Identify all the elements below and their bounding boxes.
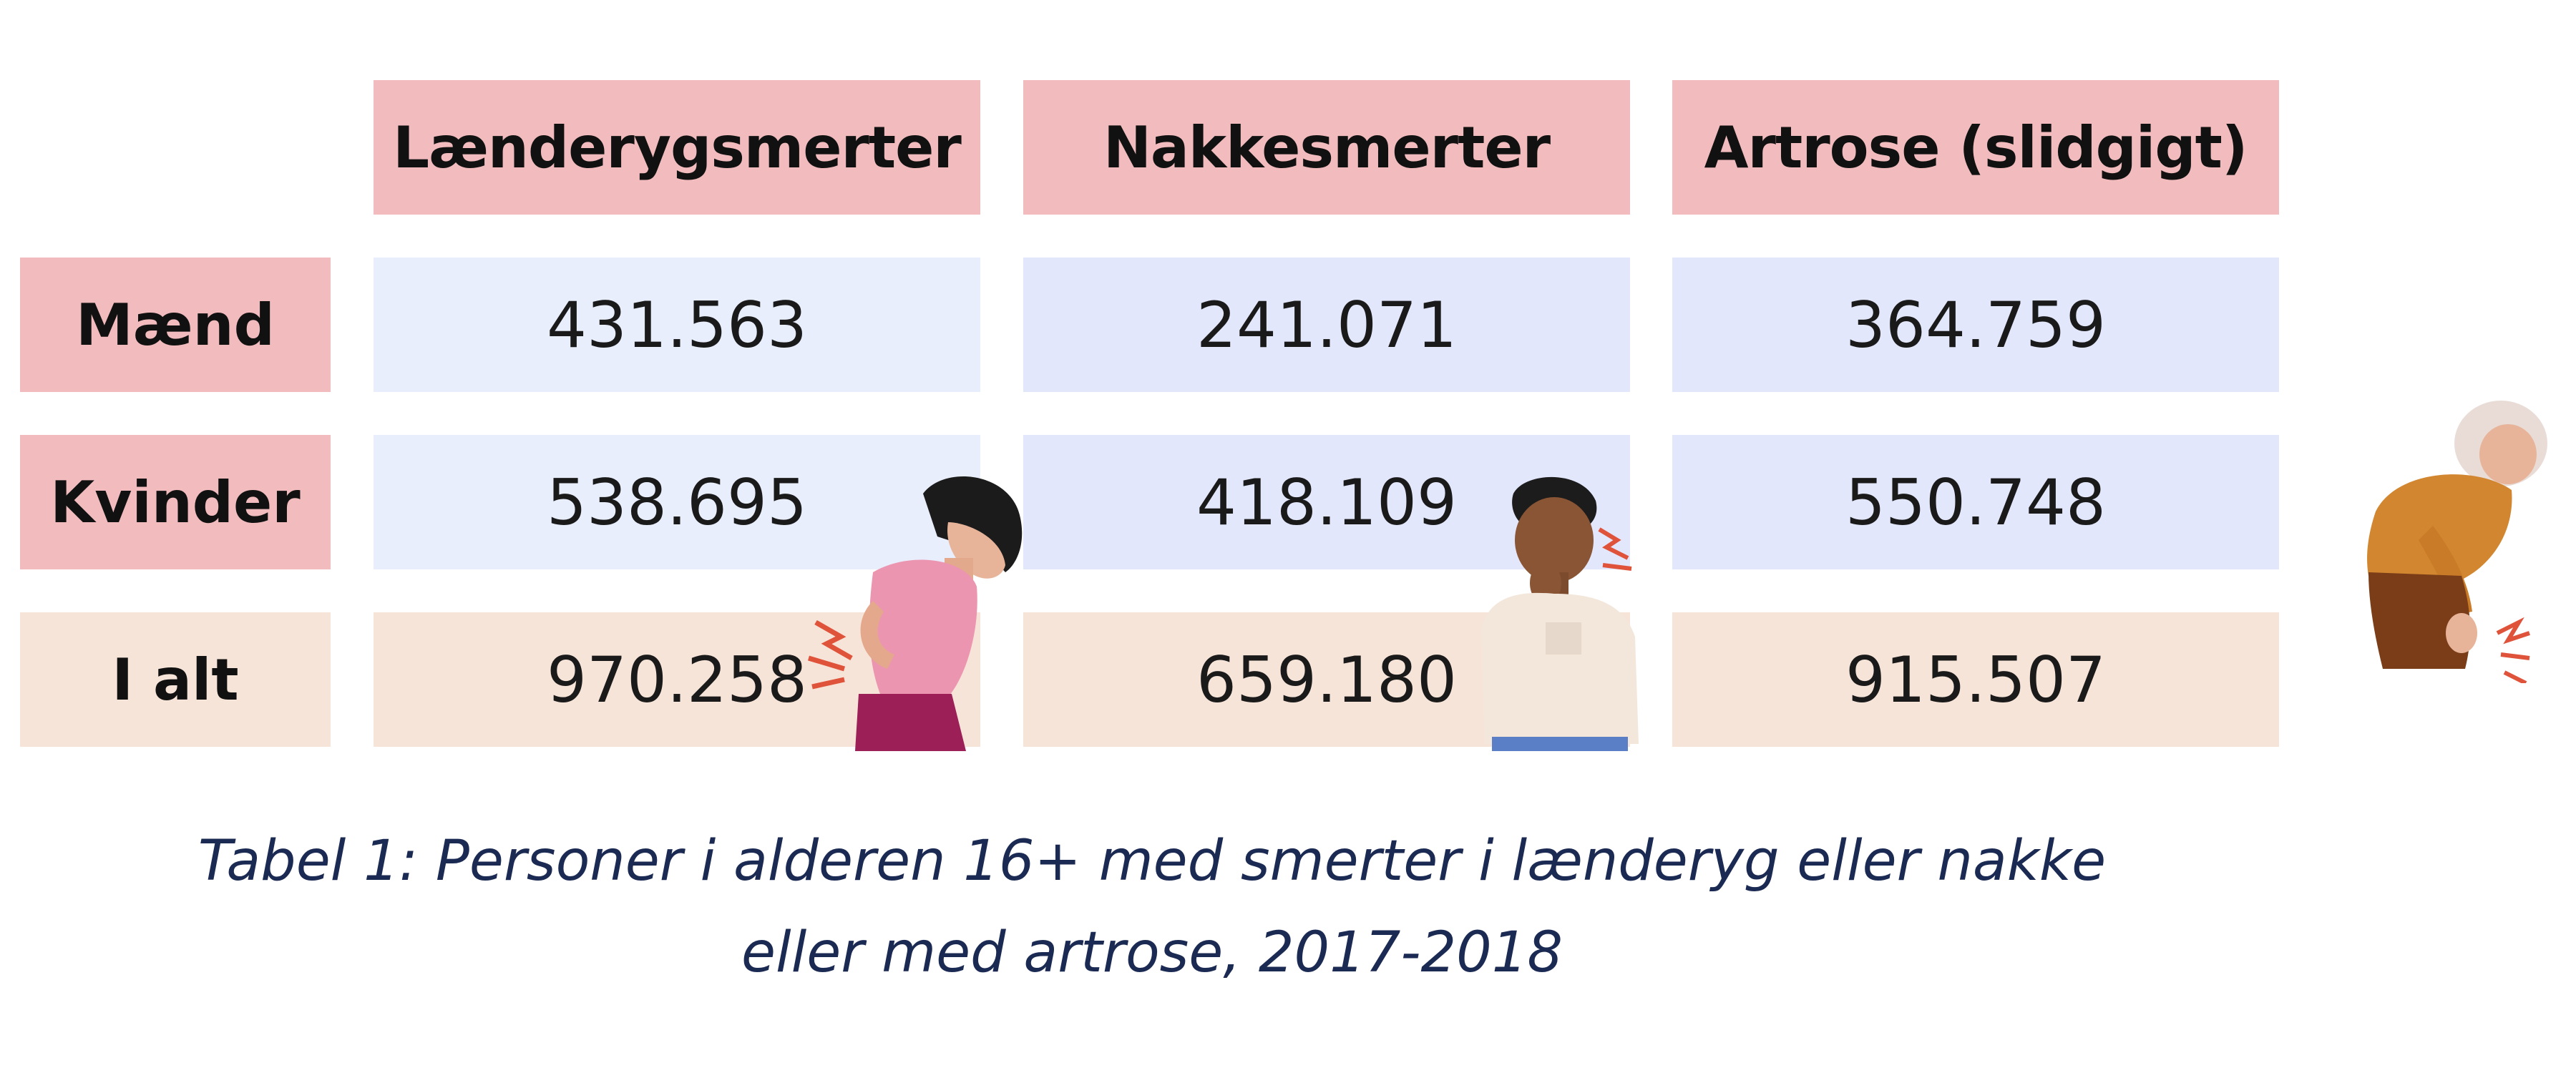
column-header-neck: Nakkesmerter [1023,80,1630,215]
value-women-lumbar: 538.695 [374,435,980,569]
row-header-men: Mænd [20,258,331,392]
elderly-woman-knee-pain-illustration [2367,401,2547,683]
value-men-lumbar: 431.563 [374,258,980,392]
table-caption: Tabel 1: Personer i alderen 16+ med smer… [0,815,2304,999]
caption-line-2: eller med artrose, 2017-2018 [741,921,1563,985]
row-header-total: I alt [20,612,331,747]
caption-line-1: Tabel 1: Personer i alderen 16+ med smer… [197,829,2107,893]
column-header-lumbar: Lænderygsmerter [374,80,980,215]
value-total-arthrosis: 915.507 [1672,612,2279,747]
value-men-neck: 241.071 [1023,258,1630,392]
woman-back-pain-illustration [807,476,1023,751]
row-header-women: Kvinder [20,435,331,569]
value-men-arthrosis: 364.759 [1672,258,2279,392]
man-neck-pain-illustration [1481,476,1639,751]
column-header-arthrosis: Artrose (slidgigt) [1672,80,2279,215]
value-women-arthrosis: 550.748 [1672,435,2279,569]
